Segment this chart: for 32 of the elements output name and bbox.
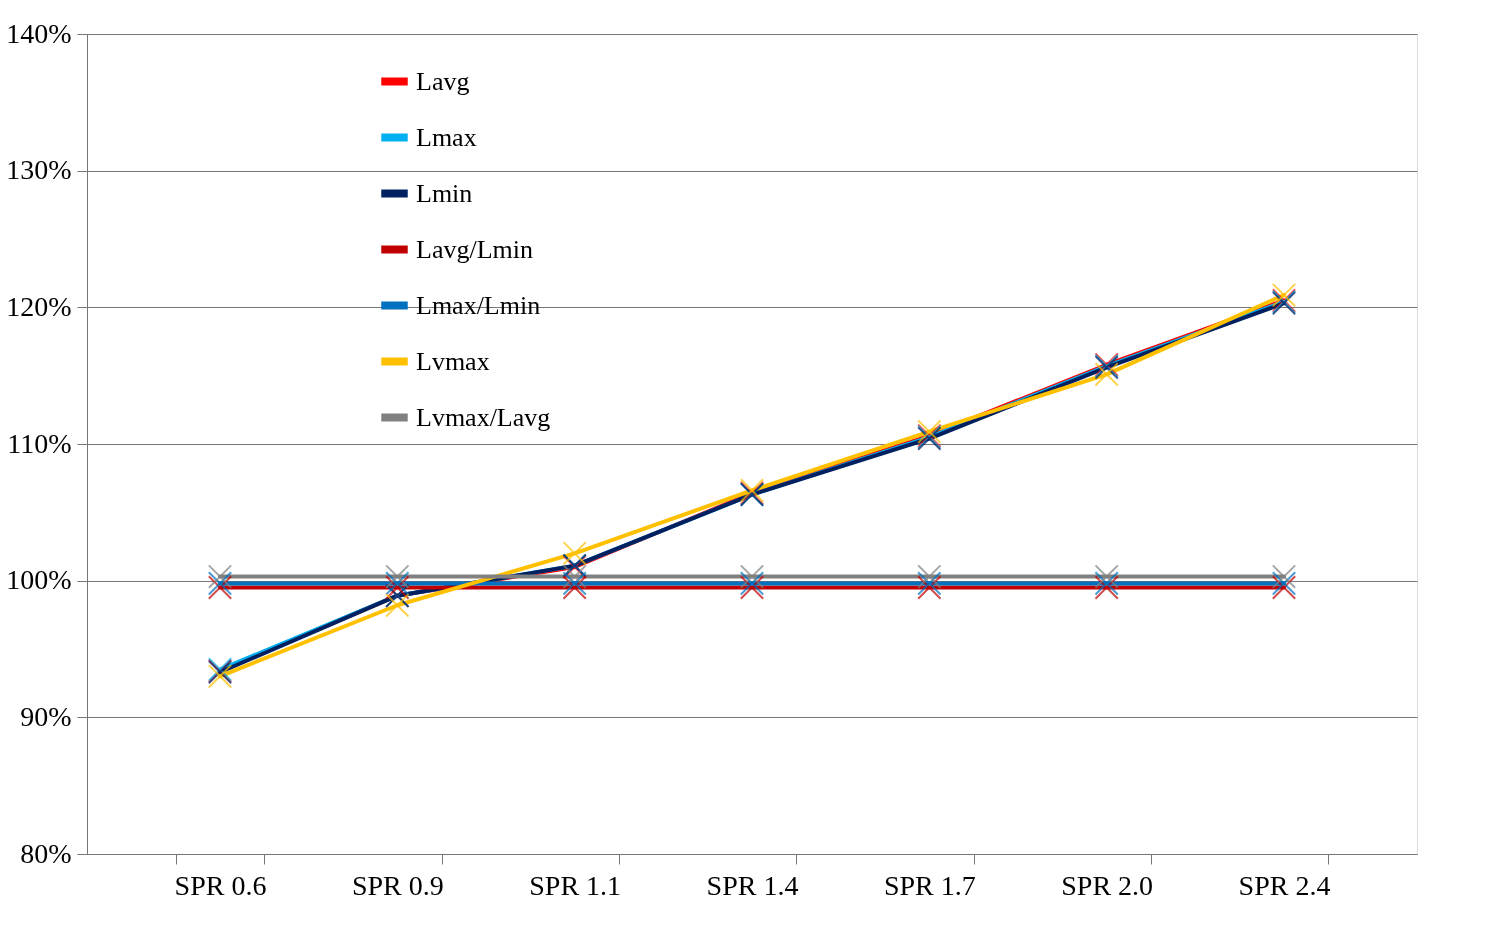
y-tick-label: 100% xyxy=(6,564,72,596)
x-tick-label: SPR 0.6 xyxy=(174,869,267,901)
point xyxy=(1271,564,1297,589)
point xyxy=(1271,282,1297,308)
x-tick-label: SPR 2.0 xyxy=(1061,869,1154,901)
legend-label: Lvmax xyxy=(416,346,490,376)
point xyxy=(207,564,233,589)
y-tick-label: 80% xyxy=(20,837,72,869)
point xyxy=(385,564,410,589)
point xyxy=(739,564,765,589)
y-tick-label: 140% xyxy=(6,17,72,49)
y-tick-label: 120% xyxy=(6,290,72,322)
point xyxy=(562,564,587,589)
x-tick-label: SPR 1.1 xyxy=(529,869,622,901)
legend-label: Lavg xyxy=(416,66,470,96)
legend-label: Lavg/Lmin xyxy=(416,234,533,264)
y-tick-label: 90% xyxy=(20,700,72,732)
point xyxy=(917,564,942,589)
legend-label: Lvmax/Lavg xyxy=(416,402,551,432)
point xyxy=(562,541,587,566)
y-tick-label: 110% xyxy=(7,427,72,459)
x-tick-label: SPR 0.9 xyxy=(351,869,444,901)
x-tick-label: SPR 1.4 xyxy=(706,869,799,901)
x-tick-label: SPR 2.4 xyxy=(1238,869,1331,901)
point xyxy=(385,593,410,618)
legend-label: Lmin xyxy=(416,178,473,208)
point xyxy=(1094,362,1119,387)
y-tick-label: 130% xyxy=(6,154,72,186)
legend-label: Lmax/Lmin xyxy=(416,290,541,320)
point xyxy=(1094,564,1119,589)
x-tick-label: SPR 1.7 xyxy=(883,869,976,901)
legend-label: Lmax xyxy=(416,122,477,152)
